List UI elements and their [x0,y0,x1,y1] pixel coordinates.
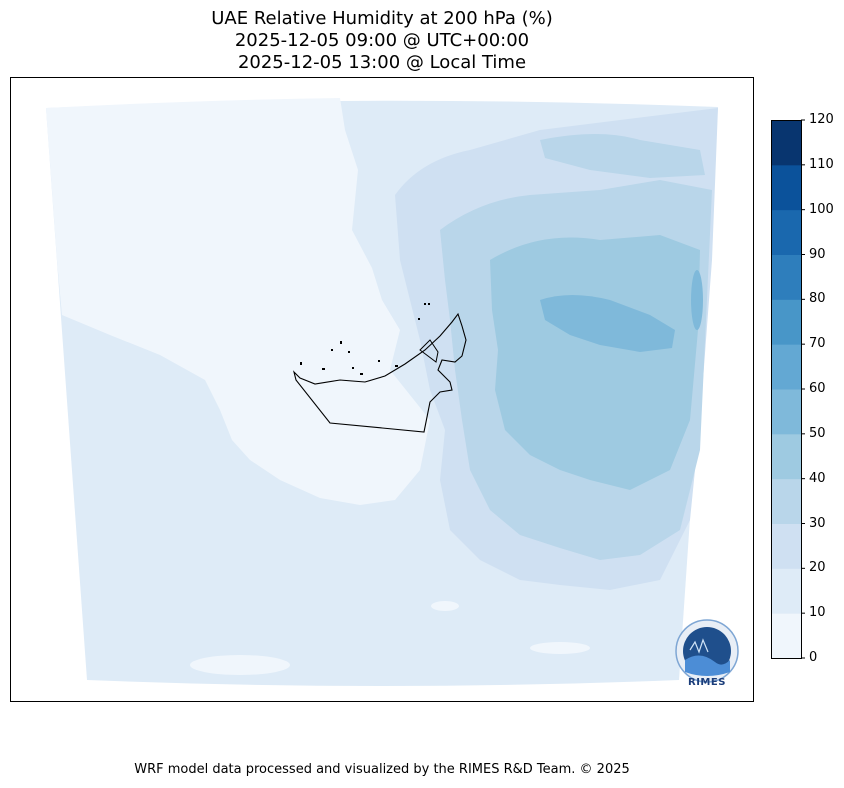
uae-border [292,312,467,433]
local-time-subtitle: 2025-12-05 13:00 @ Local Time [237,52,527,73]
map-title: UAE Relative Humidity at 200 hPa (%) [211,8,553,29]
colorbar-ticks [801,119,805,659]
humidity-zone-40-50 [490,235,700,490]
colorbar-tick-label: 100 [809,201,834,217]
colorbar-band [771,209,801,255]
humidity-zone-50-60-edge [691,270,703,330]
colorbar-band [771,433,801,480]
islands [300,303,430,375]
colorbar-tick-label: 30 [809,515,826,531]
humidity-zone-30-40-north [540,134,705,178]
colorbar-band [771,568,801,614]
colorbar-tick-label: 90 [809,246,826,262]
humidity-patch [190,655,290,675]
colorbar-tick-label: 60 [809,381,826,396]
colorbar-tick-label: 10 [809,605,826,621]
colorbar-band [771,613,801,659]
humidity-patch [431,601,459,611]
colorbar-tick-label: 120 [809,112,834,127]
colorbar-band [771,344,801,390]
colorbar-tick-label: 70 [809,336,826,352]
colorbar-band [771,389,801,435]
colorbar [771,120,801,659]
colorbar-tick-label: 80 [809,291,826,307]
rimes-logo [675,619,739,683]
humidity-patch [530,642,590,654]
humidity-zone-50-60 [540,295,675,352]
colorbar-band [771,299,801,345]
humidity-zone-0-10 [46,98,430,505]
colorbar-tick-label: 40 [809,470,826,486]
colorbar-tick-label: 50 [809,425,826,441]
utc-time-subtitle: 2025-12-05 09:00 @ UTC+00:00 [234,30,530,51]
colorbar-band [771,478,801,524]
colorbar-tick-label: 0 [809,650,818,665]
rimes-logo-text: RIMES [688,677,726,688]
colorbar-band [771,254,801,300]
colorbar-tick-label: 20 [809,560,826,576]
colorbar-band [771,523,801,569]
colorbar-band [771,164,801,211]
emirate-border [419,339,439,363]
credit-text: WRF model data processed and visualized … [134,762,630,777]
colorbar-tick-label: 110 [809,156,834,172]
colorbar-band [771,120,801,166]
